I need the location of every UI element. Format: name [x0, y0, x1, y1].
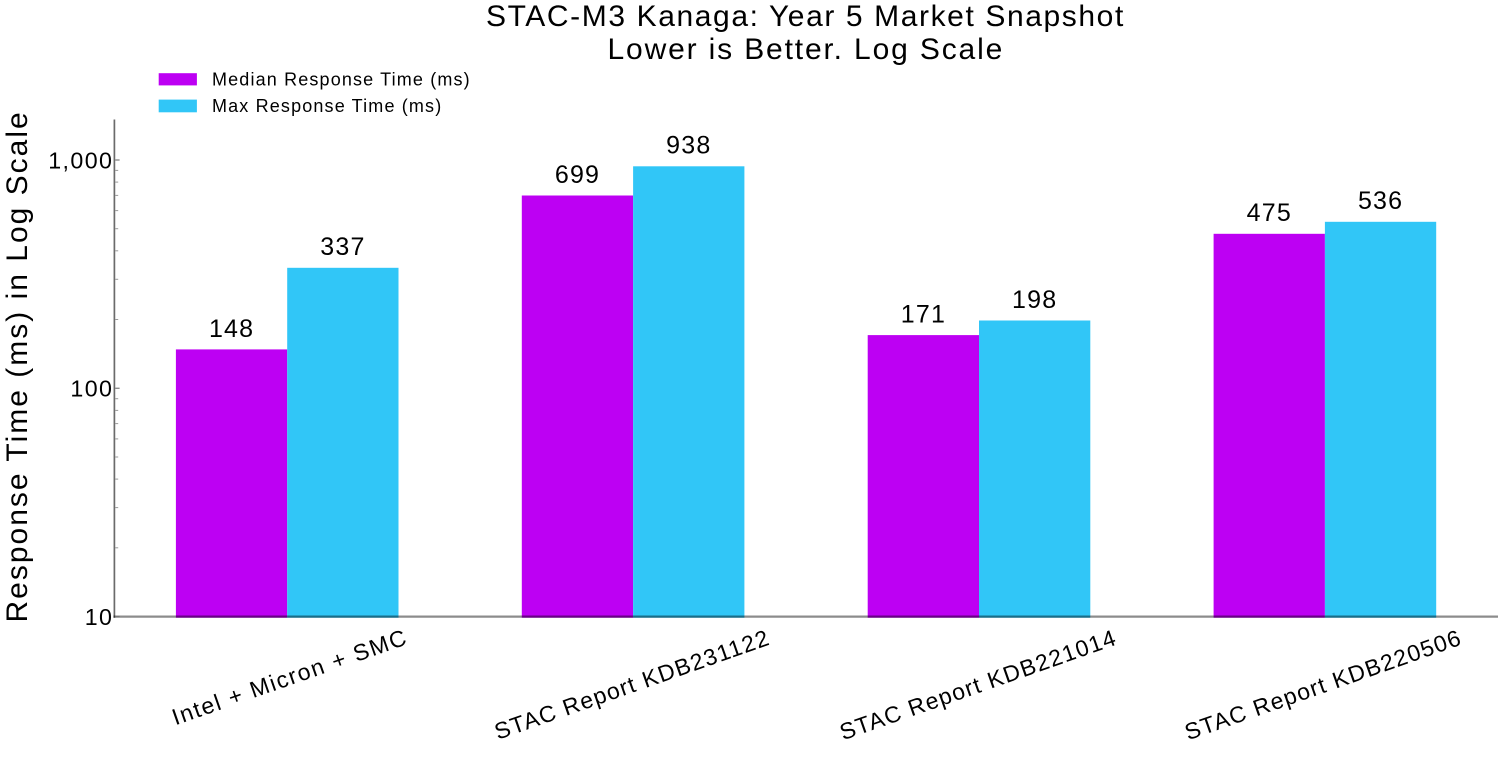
svg-text:STAC-M3 Kanaga: Year 5 Market: STAC-M3 Kanaga: Year 5 Market Snapshot: [486, 0, 1125, 33]
svg-text:337: 337: [320, 233, 365, 261]
svg-text:10: 10: [85, 604, 114, 630]
svg-text:Lower is Better. Log Scale: Lower is Better. Log Scale: [608, 33, 1005, 66]
svg-text:1,000: 1,000: [48, 147, 113, 173]
svg-text:699: 699: [555, 161, 600, 189]
svg-text:148: 148: [209, 315, 254, 343]
svg-text:475: 475: [1247, 199, 1292, 227]
svg-text:171: 171: [901, 301, 946, 329]
svg-text:938: 938: [666, 132, 711, 160]
svg-text:536: 536: [1358, 187, 1403, 215]
svg-text:Response Time (ms) in Log Scal: Response Time (ms) in Log Scale: [1, 110, 34, 622]
svg-text:198: 198: [1012, 286, 1057, 314]
svg-text:Max Response Time (ms): Max Response Time (ms): [212, 96, 442, 116]
svg-text:100: 100: [70, 376, 113, 402]
svg-text:Median Response Time (ms): Median Response Time (ms): [212, 70, 471, 90]
